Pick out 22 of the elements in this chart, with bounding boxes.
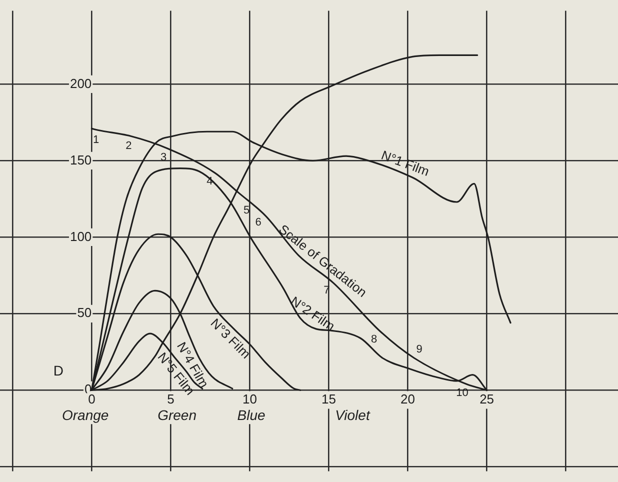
text: N°3 Film [208, 315, 254, 362]
annotation: 2 [126, 140, 132, 152]
annotation: 6 [255, 216, 262, 229]
y-tick-label: 100 [70, 228, 92, 244]
annotation: 8 [371, 333, 378, 346]
annotation: Violet [335, 407, 371, 424]
y-tick-label: 200 [70, 76, 92, 91]
x-tick-label: 10 [242, 392, 257, 407]
annotation: 9 [416, 344, 422, 356]
x-tick-label: 5 [167, 392, 174, 407]
annotation: 1 [93, 134, 100, 146]
y-axis-title: D [53, 362, 64, 379]
x-tick-label: 15 [322, 392, 336, 407]
x-tick-label: 25 [480, 392, 494, 407]
text: N°2 Film [288, 293, 338, 334]
y-tick-label: 50 [77, 305, 92, 320]
annotation: Blue [237, 407, 266, 424]
y-tick-label: 150 [70, 152, 92, 168]
annotation: Green [158, 407, 197, 424]
x-tick-label: 20 [400, 392, 416, 407]
text: N°1 Film [379, 147, 432, 179]
annotation: Orange [62, 407, 109, 424]
